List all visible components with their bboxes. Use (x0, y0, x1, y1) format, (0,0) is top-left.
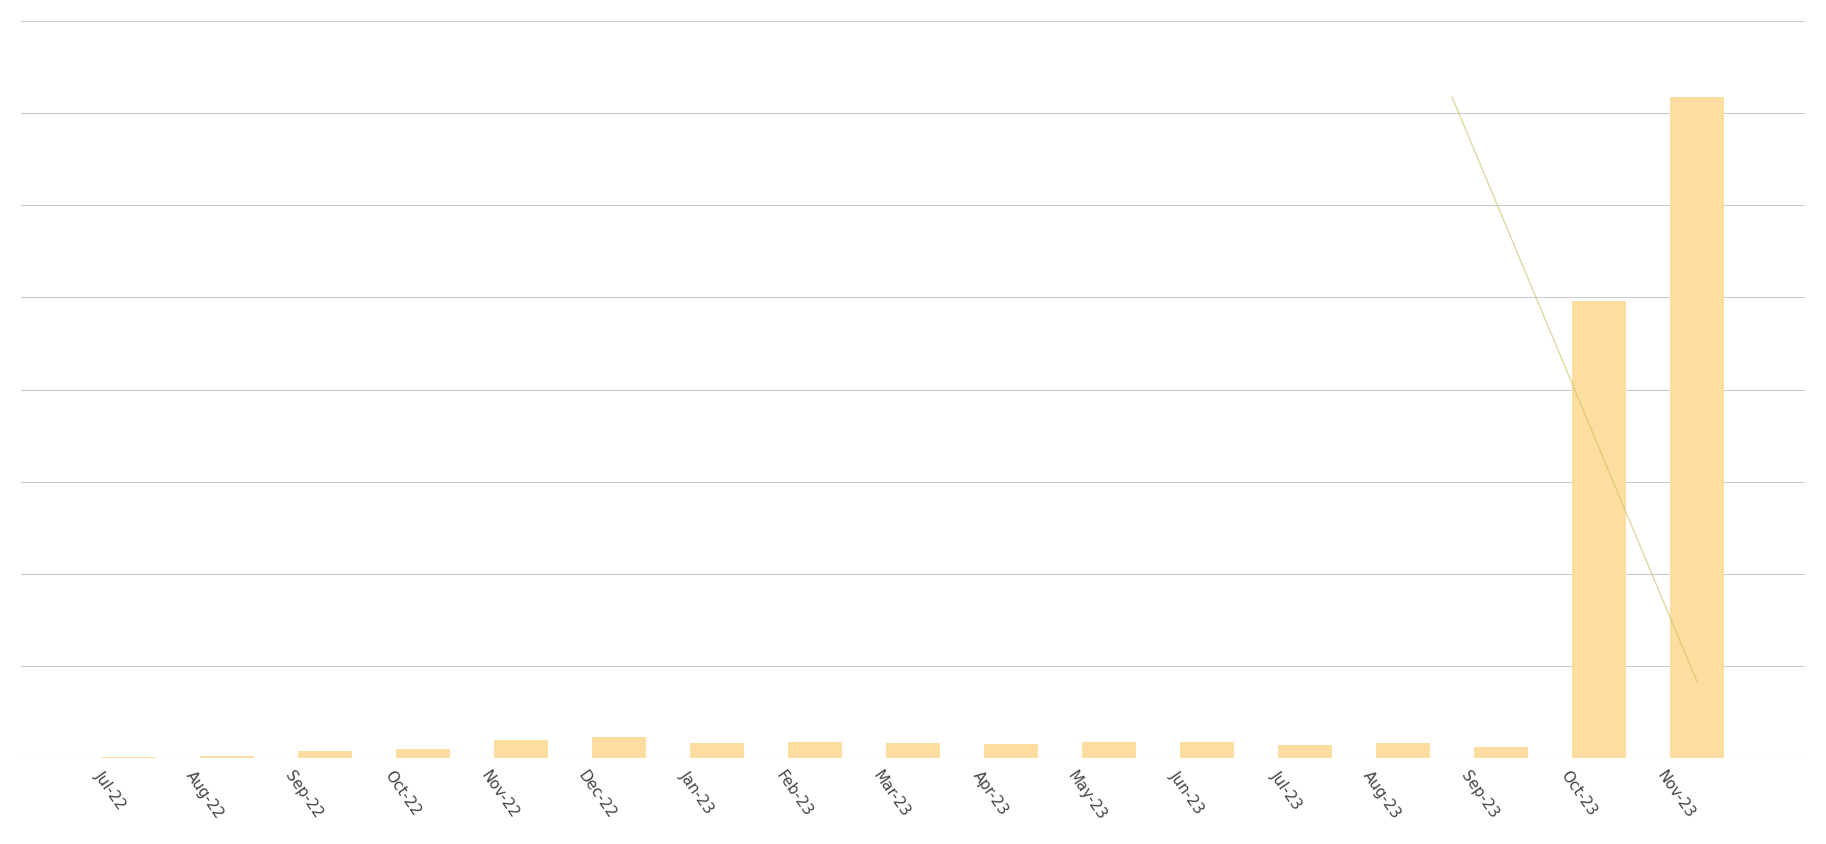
Bar (201, 756, 254, 758)
Bar (1671, 97, 1724, 758)
Bar (886, 743, 940, 758)
Bar (690, 743, 743, 758)
Bar (592, 737, 646, 758)
Bar (495, 740, 548, 758)
Bar (396, 749, 449, 758)
Bar (1572, 300, 1625, 758)
Bar (1377, 744, 1430, 758)
Bar (102, 757, 155, 758)
Bar (1083, 742, 1136, 758)
Bar (984, 744, 1037, 758)
Bar (1474, 747, 1528, 758)
Bar (1180, 743, 1234, 758)
Bar (1278, 745, 1331, 758)
Bar (789, 742, 842, 758)
Bar (298, 750, 352, 758)
